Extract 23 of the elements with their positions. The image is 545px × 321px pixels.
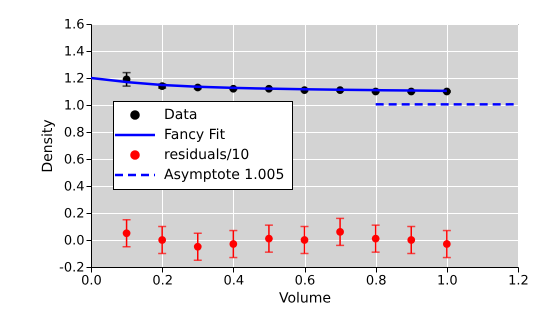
y-tick-label: -0.2 [59, 260, 84, 276]
x-tick-label: 0.2 [152, 274, 174, 288]
x-tick-label: 0.6 [294, 274, 316, 288]
x-tick-label: 0.4 [223, 274, 244, 288]
y-tick-label: 1.6 [64, 18, 84, 32]
y-tick-label: 1.4 [64, 44, 84, 60]
y-tick-label: 1.0 [64, 98, 84, 114]
x-axis-title: Volume [278, 290, 332, 306]
x-tick-label: 1.0 [436, 274, 458, 288]
x-tick-label: 0.8 [366, 274, 387, 288]
legend-label: residuals/10 [164, 147, 250, 163]
legend-label: Asymptote 1.005 [164, 167, 284, 183]
y-tick-label: 0.2 [64, 206, 84, 222]
y-tick-label: 0.4 [64, 180, 84, 194]
y-tick-label: 0.8 [64, 126, 84, 140]
y-tick-label: 1.2 [64, 72, 84, 86]
x-tick-label: 1.2 [508, 274, 529, 288]
legend-label: Fancy Fit [164, 127, 226, 143]
y-axis-title: Density [40, 119, 56, 173]
y-tick-label: 0.6 [64, 152, 84, 168]
legend-label: Data [164, 107, 198, 123]
y-tick-label: 0.0 [64, 234, 84, 248]
x-tick-label: 0.0 [81, 274, 102, 288]
